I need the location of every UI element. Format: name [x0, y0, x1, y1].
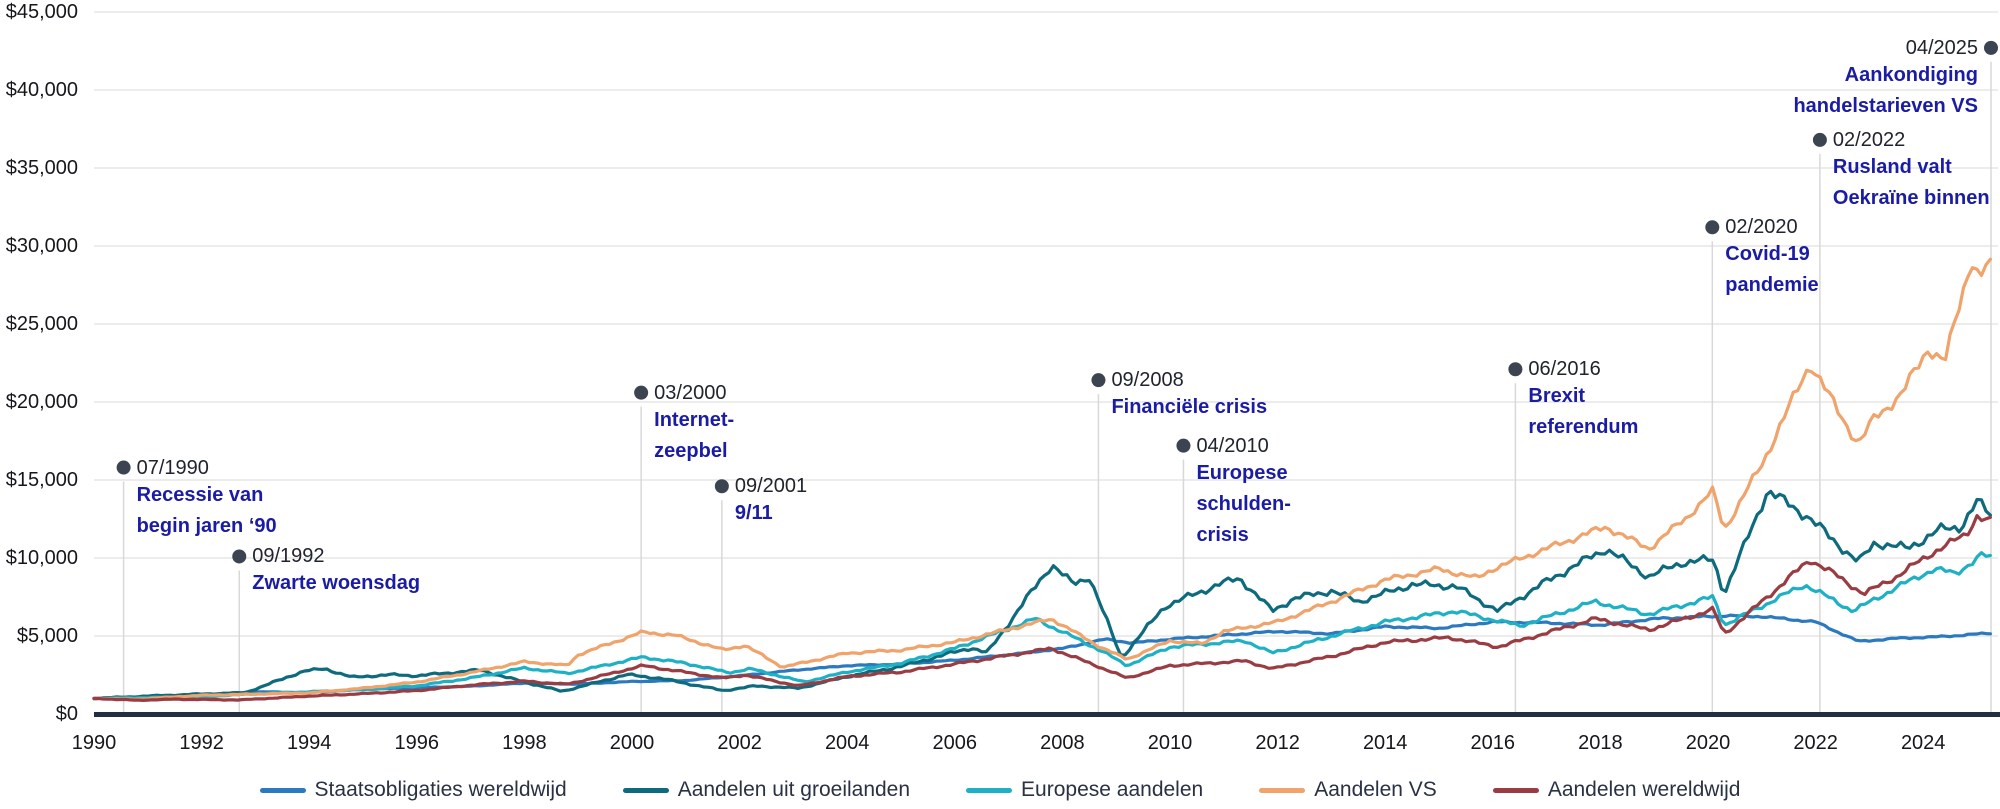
x-axis-label: 1992 [179, 732, 224, 754]
event-description: 9/11 [735, 498, 773, 529]
event-description: Rusland valt Oekraïne binnen [1833, 152, 1990, 214]
legend-swatch [1492, 787, 1539, 793]
event-description: Recessie van begin jaren ‘90 [137, 480, 277, 542]
event-dot [116, 460, 131, 475]
event-date-label: 09/2001 [734, 475, 808, 498]
event-date-label: 04/2025 [1905, 36, 1978, 59]
event-description-line: referendum [1528, 416, 1639, 439]
event-dot [634, 385, 649, 400]
event-dot [1508, 362, 1523, 377]
x-axis-label: 2024 [1900, 732, 1946, 754]
legend-item-aandelen-wereldwijd: Aandelen wereldwijd [1492, 778, 1741, 802]
x-axis-label: 2016 [1470, 732, 1516, 754]
event-description-line: 9/11 [734, 502, 773, 525]
event-dot [1091, 373, 1106, 388]
x-axis-label: 2002 [717, 732, 762, 754]
event-description: Europese schulden-crisis [1196, 458, 1290, 551]
y-axis-label: $25,000 [5, 313, 78, 335]
x-axis-label: 2008 [1040, 732, 1085, 754]
series-line-aandelen-wereldwijd [92, 513, 1993, 703]
event-description-line: schulden- [1196, 492, 1291, 515]
x-axis-label: 2022 [1793, 732, 1838, 754]
x-axis-label: 2012 [1255, 732, 1300, 754]
x-axis-line [94, 712, 2000, 717]
x-axis-label: 1996 [394, 732, 440, 754]
legend-label: Aandelen wereldwijd [1547, 778, 1741, 801]
event-description-line: handelstarieven VS [1793, 94, 1978, 117]
legend-label: Aandelen uit groeilanden [677, 778, 911, 801]
event-dot [1176, 438, 1191, 453]
legend-label: Staatsobligaties wereldwijd [314, 778, 567, 801]
event-date-label: 02/2020 [1725, 216, 1798, 239]
event-dot [1812, 132, 1827, 147]
y-axis-label: $35,000 [5, 157, 78, 179]
x-axis-label: 2018 [1578, 732, 1623, 754]
event-description: Zwarte woensdag [252, 568, 420, 599]
legend-label: Aandelen VS [1314, 778, 1437, 801]
event-description: Covid-19 pandemie [1725, 239, 1818, 301]
event-description-line: Rusland valt [1832, 155, 1952, 178]
chart-legend: Staatsobligaties wereldwijd Aandelen uit … [0, 775, 2000, 805]
event-description-line: Financiële crisis [1111, 396, 1268, 419]
event-dot [714, 479, 729, 494]
x-axis-label: 1994 [286, 732, 332, 754]
legend-item-aandelen-vs: Aandelen VS [1259, 778, 1437, 802]
series-line-aandelen-vs [92, 257, 1993, 701]
event-date-label: 03/2000 [654, 381, 727, 404]
event-date-label: 02/2022 [1832, 128, 1906, 151]
event-description-line: Europese [1196, 461, 1288, 484]
event-description: Financiële crisis [1111, 392, 1267, 423]
legend-swatch [1259, 787, 1306, 793]
y-axis-label: $15,000 [5, 469, 78, 491]
event-description-line: Internet- [654, 408, 735, 431]
y-axis-label: $40,000 [5, 79, 78, 101]
legend-swatch [622, 787, 669, 793]
legend-label: Europese aandelen [1021, 778, 1204, 801]
legend-item-aandelen-uit-groeilanden: Aandelen uit groeilanden [622, 778, 911, 802]
x-axis-label: 2010 [1147, 732, 1193, 754]
event-description-line: pandemie [1725, 274, 1819, 297]
event-dot [232, 549, 247, 564]
legend-swatch [966, 787, 1013, 793]
event-description-line: Aankondiging [1844, 63, 1978, 86]
event-description-line: Zwarte woensdag [252, 572, 421, 595]
event-description-line: Recessie van [136, 483, 264, 506]
event-date-label: 09/1992 [252, 545, 325, 568]
y-axis-label: $5,000 [16, 625, 78, 647]
event-description-line: crisis [1196, 523, 1249, 546]
event-description-line: Covid-19 [1725, 243, 1810, 266]
event-dot [1984, 40, 1998, 55]
x-axis-label: 2004 [824, 732, 870, 754]
event-description-line: Brexit [1528, 385, 1586, 408]
event-description-line: Oekraïne binnen [1832, 186, 1990, 209]
series-line-aandelen-uit-groeilanden [92, 489, 1993, 701]
y-axis-label: $20,000 [5, 391, 78, 413]
event-date-label: 07/1990 [136, 456, 209, 479]
legend-item-europese-aandelen: Europese aandelen [966, 778, 1203, 802]
x-axis-label: 1990 [71, 732, 117, 754]
x-axis-label: 2000 [609, 732, 655, 754]
event-description: Aankondiging handelstarieven VS [1793, 60, 1978, 122]
y-axis-label: $45,000 [5, 1, 78, 23]
event-description-line: zeepbel [654, 439, 728, 462]
y-axis-label: $30,000 [5, 235, 78, 257]
legend-swatch [259, 787, 306, 793]
x-axis-label: 1998 [502, 732, 547, 754]
event-date-label: 09/2008 [1111, 369, 1184, 392]
event-dot [1705, 220, 1720, 235]
x-axis-label: 2006 [932, 732, 978, 754]
legend-item-staatsobligaties-wereldwijd: Staatsobligaties wereldwijd [259, 778, 567, 802]
y-axis-label: $0 [55, 703, 78, 725]
event-date-label: 06/2016 [1528, 358, 1601, 381]
x-axis-label: 2014 [1362, 732, 1408, 754]
event-description: Brexit referendum [1528, 381, 1638, 443]
event-description-line: begin jaren ‘90 [136, 514, 277, 537]
event-date-label: 04/2010 [1196, 434, 1269, 457]
event-description: Internet-zeepbel [654, 405, 734, 467]
x-axis-label: 2020 [1685, 732, 1731, 754]
y-axis-label: $10,000 [5, 547, 78, 569]
